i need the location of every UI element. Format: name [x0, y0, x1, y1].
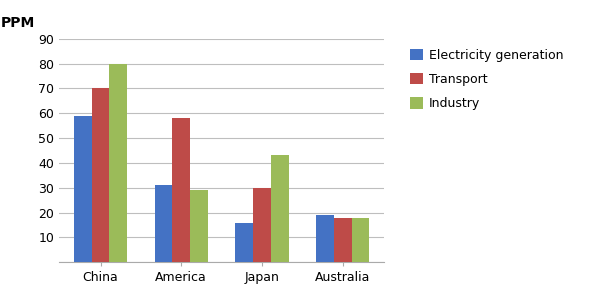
- Bar: [316, 215, 334, 262]
- Bar: [253, 188, 271, 262]
- Bar: [74, 116, 92, 262]
- Bar: [334, 218, 352, 262]
- Bar: [173, 118, 190, 262]
- Bar: [155, 185, 173, 262]
- Bar: [109, 63, 127, 262]
- Bar: [190, 190, 208, 262]
- Bar: [352, 218, 369, 262]
- Bar: [235, 223, 253, 262]
- Text: PPM: PPM: [1, 16, 35, 30]
- Legend: Electricity generation, Transport, Industry: Electricity generation, Transport, Indus…: [407, 45, 567, 114]
- Bar: [92, 89, 109, 262]
- Bar: [271, 156, 288, 262]
